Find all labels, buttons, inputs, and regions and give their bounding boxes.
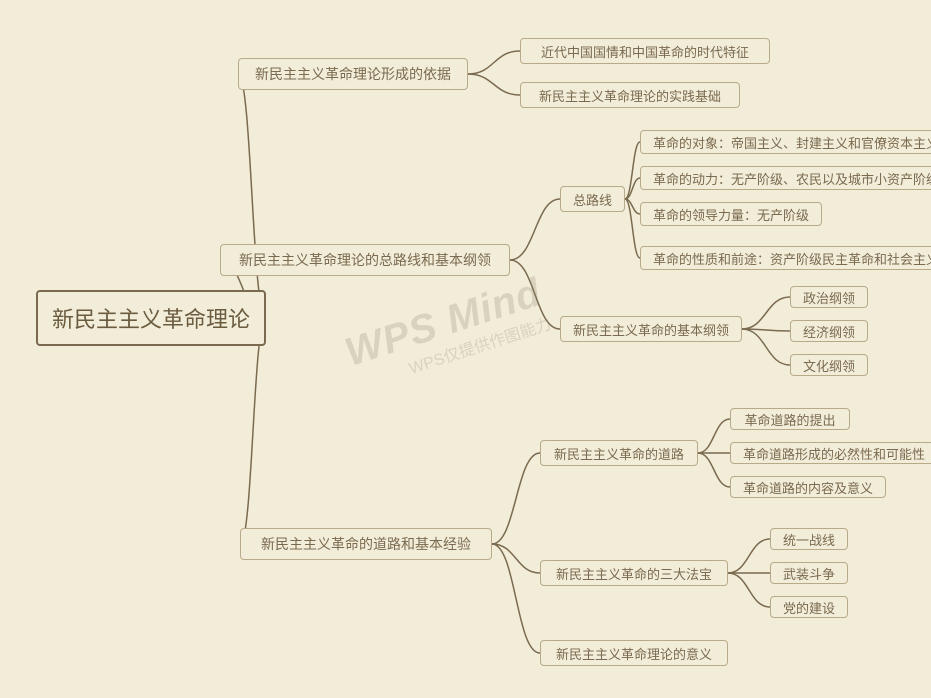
node-label: 新民主主义革命的基本纲领 xyxy=(573,320,729,339)
leaf-leadership[interactable]: 革命的领导力量：无产阶级 xyxy=(640,202,822,226)
leaf-label: 近代中国国情和中国革命的时代特征 xyxy=(541,42,749,61)
node-label: 新民主主义革命理论的意义 xyxy=(556,644,712,663)
leaf-label: 革命的领导力量：无产阶级 xyxy=(653,205,809,224)
root-label: 新民主主义革命理论 xyxy=(52,302,250,334)
node-label: 总路线 xyxy=(573,190,612,209)
branch-label: 新民主主义革命的道路和基本经验 xyxy=(261,534,471,554)
leaf-label: 革命的对象：帝国主义、封建主义和官僚资本主义 xyxy=(653,133,931,152)
watermark: WPS Mind WPS仅提供作图能力 xyxy=(340,270,554,395)
leaf-targets[interactable]: 革命的对象：帝国主义、封建主义和官僚资本主义 xyxy=(640,130,931,154)
leaf-national-conditions[interactable]: 近代中国国情和中国革命的时代特征 xyxy=(520,38,770,64)
node-basic-program[interactable]: 新民主主义革命的基本纲领 xyxy=(560,316,742,342)
leaf-label: 武装斗争 xyxy=(783,564,835,583)
leaf-label: 革命道路形成的必然性和可能性 xyxy=(743,444,925,463)
leaf-label: 革命的动力：无产阶级、农民以及城市小资产阶级 xyxy=(653,169,931,188)
node-label: 新民主主义革命的道路 xyxy=(554,444,684,463)
leaf-practice-basis[interactable]: 新民主主义革命理论的实践基础 xyxy=(520,82,740,108)
leaf-economic-program[interactable]: 经济纲领 xyxy=(790,320,868,342)
leaf-cultural-program[interactable]: 文化纲领 xyxy=(790,354,868,376)
leaf-label: 革命道路的内容及意义 xyxy=(743,478,873,497)
connector-layer xyxy=(0,0,931,698)
leaf-party-building[interactable]: 党的建设 xyxy=(770,596,848,618)
branch-label: 新民主主义革命理论形成的依据 xyxy=(255,64,451,84)
branch-line-program[interactable]: 新民主主义革命理论的总路线和基本纲领 xyxy=(220,244,510,276)
leaf-force[interactable]: 革命的动力：无产阶级、农民以及城市小资产阶级 xyxy=(640,166,931,190)
leaf-united-front[interactable]: 统一战线 xyxy=(770,528,848,550)
watermark-line1: WPS Mind xyxy=(340,270,547,375)
root-node[interactable]: 新民主主义革命理论 xyxy=(36,290,266,346)
branch-road-experience[interactable]: 新民主主义革命的道路和基本经验 xyxy=(240,528,492,560)
branch-label: 新民主主义革命理论的总路线和基本纲领 xyxy=(239,250,491,270)
leaf-road-proposed[interactable]: 革命道路的提出 xyxy=(730,408,850,430)
leaf-armed-struggle[interactable]: 武装斗争 xyxy=(770,562,848,584)
mindmap-canvas: WPS Mind WPS仅提供作图能力 新民主主义革命理论 新民主主义革命理论形… xyxy=(0,0,931,698)
leaf-label: 新民主主义革命理论的实践基础 xyxy=(539,86,721,105)
node-label: 新民主主义革命的三大法宝 xyxy=(556,564,712,583)
node-three-treasures[interactable]: 新民主主义革命的三大法宝 xyxy=(540,560,728,586)
leaf-label: 革命的性质和前途：资产阶级民主革命和社会主义 xyxy=(653,249,931,268)
node-general-line[interactable]: 总路线 xyxy=(560,186,625,212)
leaf-label: 文化纲领 xyxy=(803,356,855,375)
leaf-road-necessity[interactable]: 革命道路形成的必然性和可能性 xyxy=(730,442,931,464)
leaf-nature-future[interactable]: 革命的性质和前途：资产阶级民主革命和社会主义 xyxy=(640,246,931,270)
leaf-label: 统一战线 xyxy=(783,530,835,549)
leaf-political-program[interactable]: 政治纲领 xyxy=(790,286,868,308)
leaf-label: 政治纲领 xyxy=(803,288,855,307)
leaf-label: 革命道路的提出 xyxy=(744,410,835,429)
watermark-line2: WPS仅提供作图能力 xyxy=(355,316,554,396)
leaf-label: 经济纲领 xyxy=(803,322,855,341)
node-road[interactable]: 新民主主义革命的道路 xyxy=(540,440,698,466)
branch-basis[interactable]: 新民主主义革命理论形成的依据 xyxy=(238,58,468,90)
leaf-label: 党的建设 xyxy=(783,598,835,617)
node-significance[interactable]: 新民主主义革命理论的意义 xyxy=(540,640,728,666)
leaf-road-content[interactable]: 革命道路的内容及意义 xyxy=(730,476,886,498)
